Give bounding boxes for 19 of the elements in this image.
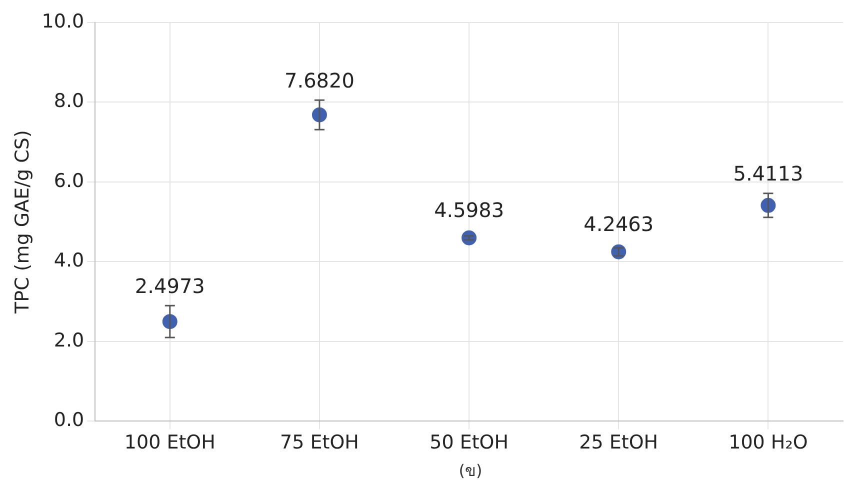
y-tick-label: 8.0 bbox=[54, 90, 84, 112]
y-tick-label: 2.0 bbox=[54, 329, 84, 352]
y-tick-label: 6.0 bbox=[54, 170, 84, 192]
text: (ข) bbox=[458, 460, 484, 482]
x-tick-label: 50 EtOH bbox=[430, 432, 509, 454]
x-tick-label: 25 EtOH bbox=[579, 432, 658, 454]
y-axis-title: TPC (mg GAE/g CS) bbox=[11, 130, 34, 314]
y-tick-label: 4.0 bbox=[54, 250, 84, 272]
x-tick-label: 75 EtOH bbox=[280, 432, 359, 454]
y-tick-label: 10.0 bbox=[42, 10, 84, 32]
point bbox=[611, 244, 626, 260]
data-label: 7.6820 bbox=[284, 68, 354, 92]
x-tick-label: 100 H₂O bbox=[728, 432, 808, 454]
x-tick-label: 100 EtOH bbox=[124, 432, 216, 454]
data-label: 4.5983 bbox=[434, 198, 504, 222]
data-label: 5.4113 bbox=[733, 162, 804, 186]
y-tick-label: 0.0 bbox=[54, 409, 84, 432]
data-label: 4.2463 bbox=[584, 212, 654, 236]
data-label: 2.4973 bbox=[134, 274, 205, 298]
